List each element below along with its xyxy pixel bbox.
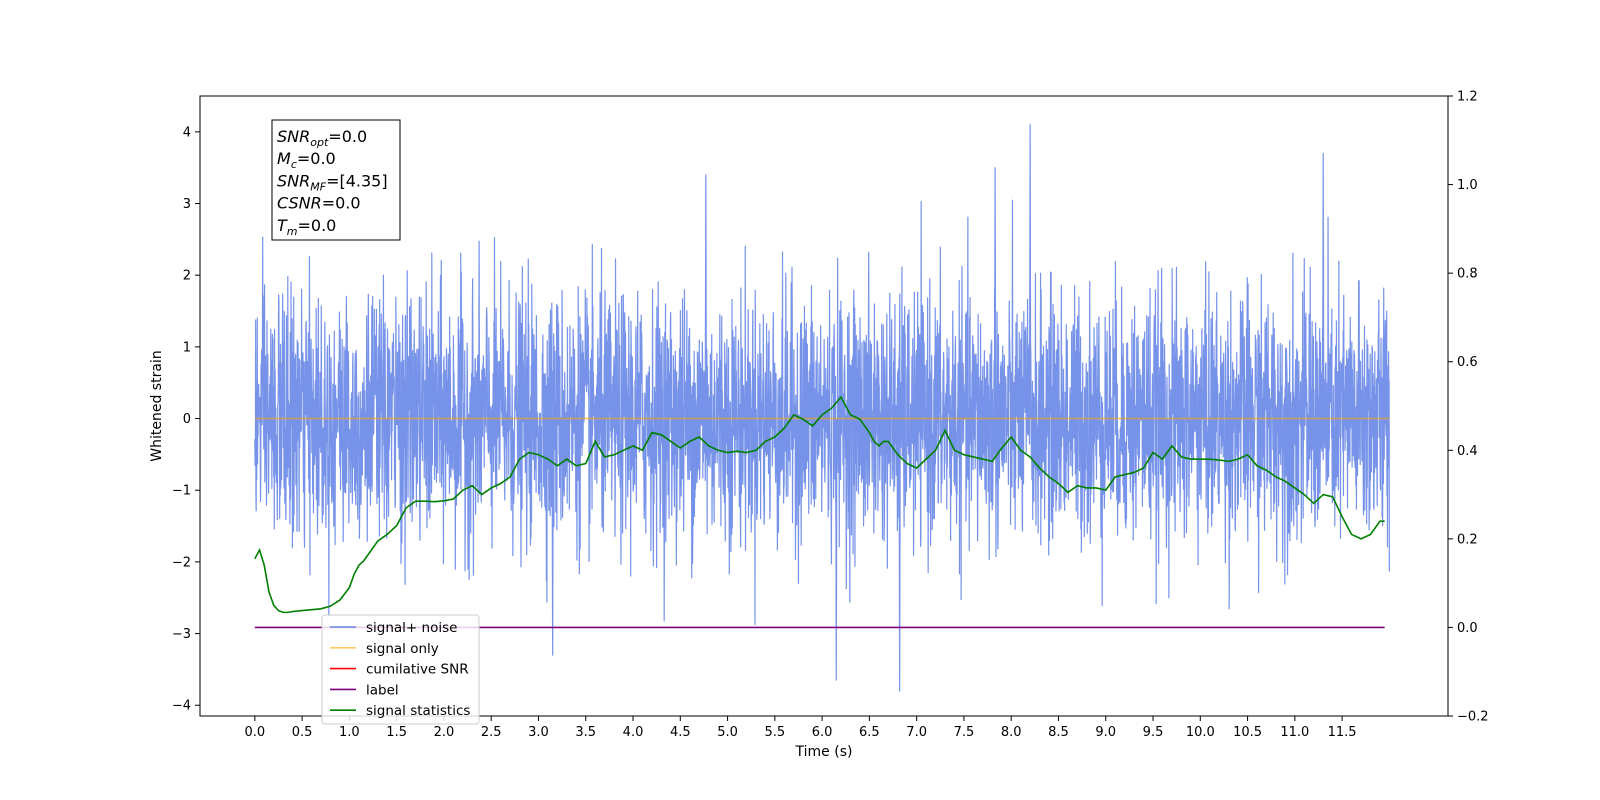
info-value: =[4.35] <box>326 171 388 190</box>
y2-tick-label: −0.2 <box>1457 710 1489 725</box>
x-tick-label: 5.0 <box>717 725 738 740</box>
x-tick-label: 2.0 <box>434 725 455 740</box>
info-value: =0.0 <box>297 149 336 168</box>
legend-frame <box>321 614 480 725</box>
info-line: Tm=0.0 <box>277 216 336 238</box>
y-axis-label: Whitened strain <box>149 350 165 461</box>
x-tick-label: 7.0 <box>906 725 927 740</box>
info-box: SNRopt=0.0Mc=0.0SNRMF=[4.35]CSNR=0.0Tm=0… <box>271 119 401 241</box>
y-tick-label: 3 <box>183 197 191 212</box>
y2-tick-label: 0.2 <box>1457 532 1478 547</box>
legend: signal+ noise signal only cumilative SNR la… <box>321 614 480 725</box>
y-tick-label: −1 <box>172 484 191 499</box>
y-tick-label: −2 <box>172 555 191 570</box>
info-subscript: MF <box>310 180 326 193</box>
info-subscript: opt <box>310 136 329 149</box>
x-tick-label: 0.5 <box>292 725 313 740</box>
y-axis-right: −0.2 0.0 0.2 0.4 0.6 0.8 1.0 1.2 <box>1448 90 1489 725</box>
info-line: SNRMF=[4.35] <box>277 171 388 193</box>
legend-label: signal+ noise <box>366 620 457 636</box>
x-tick-label: 11.5 <box>1328 725 1357 740</box>
info-line: SNRopt=0.0 <box>277 127 367 149</box>
info-value: =0.0 <box>298 216 337 235</box>
info-value: =0.0 <box>328 127 367 146</box>
info-symbol: M <box>277 149 291 168</box>
plot-area <box>254 124 1390 692</box>
x-tick-label: 7.5 <box>954 725 975 740</box>
info-symbol: CSNR <box>277 194 322 213</box>
x-tick-label: 11.0 <box>1280 725 1309 740</box>
x-tick-label: 8.0 <box>1001 725 1022 740</box>
y-tick-label: 1 <box>183 340 191 355</box>
x-tick-label: 1.5 <box>386 725 407 740</box>
x-tick-label: 5.5 <box>764 725 785 740</box>
x-tick-label: 9.0 <box>1095 725 1116 740</box>
series-signal-statistics-line <box>254 395 1385 614</box>
x-tick-label: 4.5 <box>670 725 691 740</box>
info-symbol: T <box>277 216 288 235</box>
info-symbol: SNR <box>277 171 310 190</box>
y-tick-label: −4 <box>172 699 191 714</box>
x-tick-label: 8.5 <box>1048 725 1069 740</box>
x-axis: 0.0 0.5 1.0 1.5 2.0 2.5 3.0 3.5 4.0 4.5 5.0 5.5 6.0 6… <box>244 716 1357 740</box>
y-tick-label: −3 <box>172 627 191 642</box>
legend-label: cumilative SNR <box>366 662 469 678</box>
info-line: Mc=0.0 <box>277 149 336 171</box>
y2-tick-label: 0.6 <box>1457 355 1478 370</box>
series-signal-noise-line <box>254 124 1390 692</box>
x-tick-label: 3.0 <box>528 725 549 740</box>
y2-tick-label: 1.0 <box>1457 178 1478 193</box>
info-subscript: m <box>287 225 298 238</box>
y-tick-label: 2 <box>183 269 191 284</box>
x-tick-label: 9.5 <box>1143 725 1164 740</box>
x-tick-label: 6.0 <box>812 725 833 740</box>
info-symbol: SNR <box>277 127 310 146</box>
info-line: CSNR=0.0 <box>277 194 361 213</box>
x-tick-label: 10.0 <box>1186 725 1215 740</box>
y2-tick-label: 1.2 <box>1457 90 1478 105</box>
y2-tick-label: 0.8 <box>1457 267 1478 282</box>
legend-label: signal only <box>366 641 439 657</box>
x-tick-label: 6.5 <box>859 725 880 740</box>
y-tick-label: 0 <box>183 412 191 427</box>
x-tick-label: 10.5 <box>1233 725 1262 740</box>
y2-tick-label: 0.4 <box>1457 444 1478 459</box>
info-box-frame <box>271 119 401 241</box>
y-axis-left: −4 −3 −2 −1 0 1 2 3 4 <box>172 125 200 714</box>
info-subscript: c <box>291 158 297 171</box>
x-axis-label: Time (s) <box>795 744 853 760</box>
y2-tick-label: 0.0 <box>1457 621 1478 636</box>
legend-label: label <box>366 682 399 698</box>
x-tick-label: 1.0 <box>339 725 360 740</box>
x-tick-label: 0.0 <box>244 725 265 740</box>
legend-label: signal statistics <box>366 703 470 719</box>
info-value: =0.0 <box>322 194 361 213</box>
x-tick-label: 3.5 <box>575 725 596 740</box>
x-tick-label: 2.5 <box>481 725 502 740</box>
y-tick-label: 4 <box>183 125 191 140</box>
x-tick-label: 4.0 <box>623 725 644 740</box>
axes-frame <box>199 95 1449 717</box>
